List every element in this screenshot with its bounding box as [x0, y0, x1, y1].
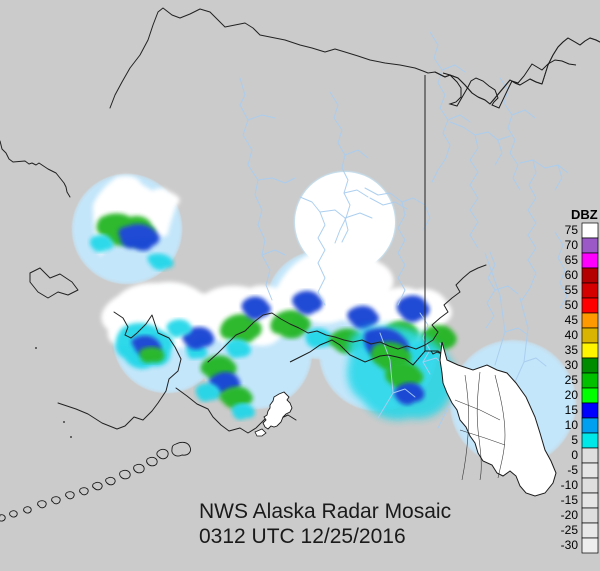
svg-text:20: 20	[565, 388, 579, 402]
svg-text:65: 65	[565, 253, 579, 267]
svg-text:-25: -25	[561, 523, 579, 537]
svg-text:45: 45	[565, 313, 579, 327]
svg-text:60: 60	[565, 268, 579, 282]
svg-text:25: 25	[565, 373, 579, 387]
svg-text:15: 15	[565, 403, 579, 417]
svg-text:10: 10	[565, 418, 579, 432]
svg-text:50: 50	[565, 298, 579, 312]
svg-text:0: 0	[571, 448, 578, 462]
svg-text:70: 70	[565, 238, 579, 252]
svg-text:55: 55	[565, 283, 579, 297]
svg-text:75: 75	[565, 223, 579, 237]
svg-text:-30: -30	[561, 538, 579, 552]
svg-text:40: 40	[565, 328, 579, 342]
svg-text:35: 35	[565, 343, 579, 357]
svg-text:-20: -20	[561, 508, 579, 522]
svg-text:5: 5	[571, 433, 578, 447]
svg-text:-5: -5	[567, 463, 578, 477]
svg-text:30: 30	[565, 358, 579, 372]
svg-text:-10: -10	[561, 478, 579, 492]
svg-text:-15: -15	[561, 493, 579, 507]
